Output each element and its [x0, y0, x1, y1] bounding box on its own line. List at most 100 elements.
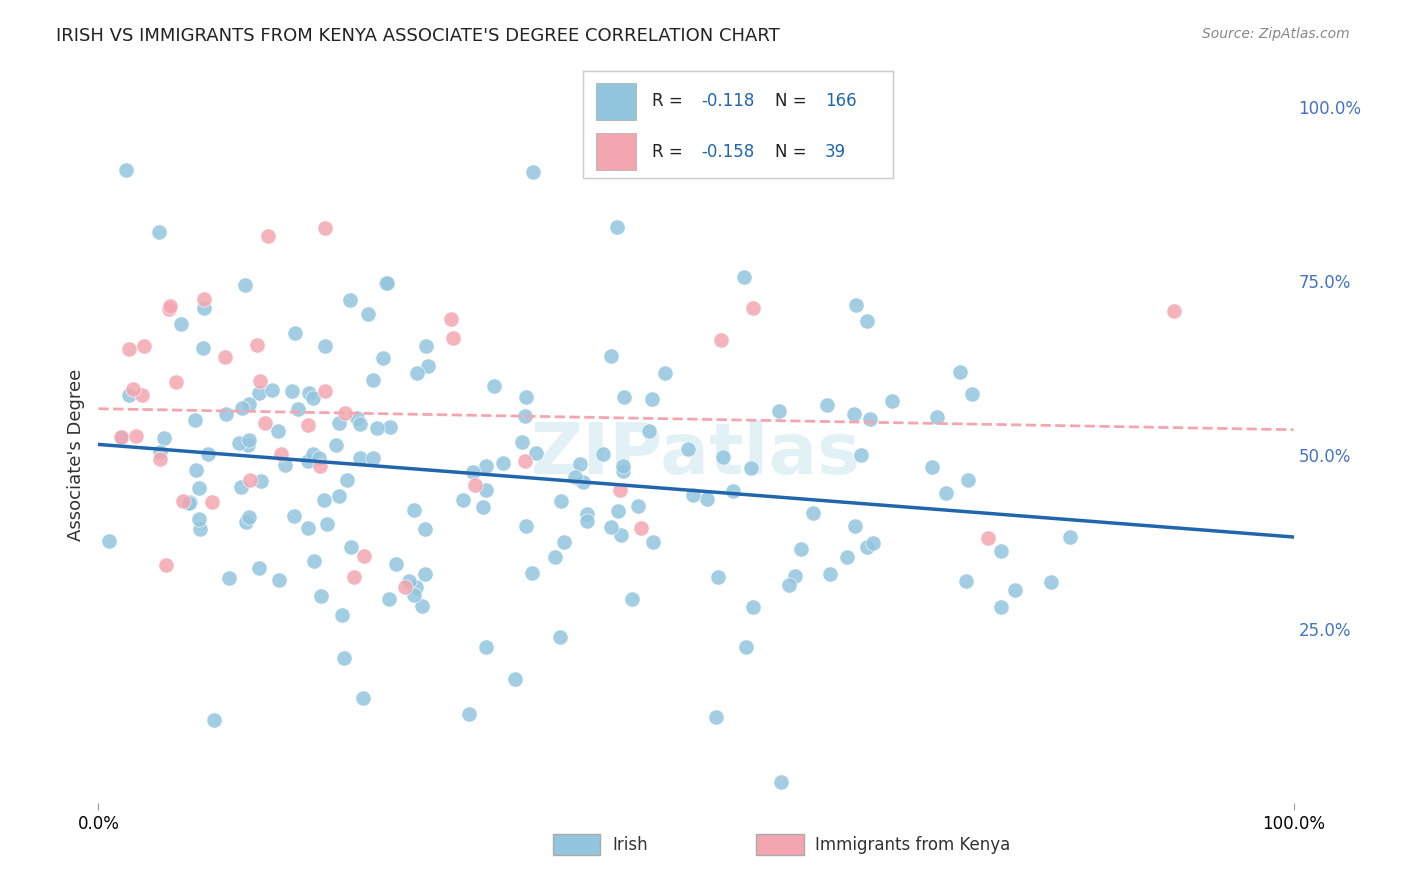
Point	[308, 459, 330, 474]
Point	[620, 591, 643, 606]
Point	[238, 396, 260, 410]
FancyBboxPatch shape	[596, 83, 636, 120]
Point	[328, 416, 350, 430]
Point	[110, 430, 132, 444]
Point	[572, 475, 595, 489]
Point	[955, 574, 977, 588]
Point	[231, 480, 253, 494]
Point	[262, 383, 284, 397]
Point	[270, 447, 292, 461]
Point	[284, 326, 307, 340]
Point	[249, 374, 271, 388]
Point	[346, 410, 368, 425]
FancyBboxPatch shape	[553, 834, 600, 855]
Point	[599, 349, 621, 363]
Point	[564, 470, 586, 484]
Point	[413, 567, 436, 582]
Point	[977, 531, 1000, 545]
Point	[267, 574, 290, 588]
Point	[148, 225, 170, 239]
Point	[165, 375, 187, 389]
Point	[612, 458, 634, 473]
Point	[627, 500, 650, 514]
Point	[236, 438, 259, 452]
Point	[575, 507, 598, 521]
Point	[925, 410, 948, 425]
Point	[440, 311, 463, 326]
Point	[366, 421, 388, 435]
Point	[184, 463, 207, 477]
Point	[406, 366, 429, 380]
Point	[849, 449, 872, 463]
Point	[308, 450, 330, 465]
Point	[503, 672, 526, 686]
Text: N =: N =	[775, 93, 813, 111]
Point	[733, 269, 755, 284]
Point	[214, 350, 236, 364]
Point	[184, 413, 207, 427]
Point	[522, 165, 544, 179]
Text: R =: R =	[651, 143, 688, 161]
Point	[721, 484, 744, 499]
Point	[520, 566, 543, 580]
Point	[475, 458, 498, 473]
Point	[769, 775, 792, 789]
Point	[740, 461, 762, 475]
Point	[117, 388, 139, 402]
Point	[524, 446, 547, 460]
Y-axis label: Associate's Degree: Associate's Degree	[66, 368, 84, 541]
Point	[492, 456, 515, 470]
Point	[159, 299, 181, 313]
Point	[281, 384, 304, 398]
Point	[124, 429, 146, 443]
Point	[553, 534, 575, 549]
FancyBboxPatch shape	[596, 134, 636, 169]
Point	[122, 382, 145, 396]
Point	[704, 710, 727, 724]
Point	[451, 492, 474, 507]
Point	[215, 407, 238, 421]
Point	[297, 417, 319, 432]
Point	[415, 338, 437, 352]
Point	[707, 570, 730, 584]
Text: Irish: Irish	[613, 836, 648, 854]
Point	[801, 506, 824, 520]
Point	[921, 459, 943, 474]
Point	[187, 481, 209, 495]
Point	[378, 591, 401, 606]
Point	[375, 276, 398, 290]
Point	[309, 589, 332, 603]
Point	[297, 454, 319, 468]
Point	[314, 220, 336, 235]
Point	[349, 417, 371, 431]
Point	[550, 494, 572, 508]
Point	[464, 477, 486, 491]
Point	[153, 431, 176, 445]
Text: -0.158: -0.158	[702, 143, 754, 161]
Point	[548, 630, 571, 644]
Point	[191, 341, 214, 355]
Text: 166: 166	[825, 93, 856, 111]
Point	[339, 293, 361, 307]
Point	[544, 549, 567, 564]
Point	[375, 276, 398, 290]
Point	[149, 445, 172, 459]
Point	[394, 580, 416, 594]
Point	[384, 557, 406, 571]
Point	[231, 401, 253, 415]
Point	[325, 438, 347, 452]
Point	[218, 571, 240, 585]
Point	[960, 386, 983, 401]
Point	[239, 473, 262, 487]
Text: IRISH VS IMMIGRANTS FROM KENYA ASSOCIATE'S DEGREE CORRELATION CHART: IRISH VS IMMIGRANTS FROM KENYA ASSOCIATE…	[56, 27, 780, 45]
Point	[741, 600, 763, 615]
Point	[735, 640, 758, 654]
Point	[859, 412, 882, 426]
Point	[333, 651, 356, 665]
Point	[742, 301, 765, 315]
Text: N =: N =	[775, 143, 813, 161]
Point	[461, 465, 484, 479]
Point	[267, 424, 290, 438]
Point	[815, 398, 838, 412]
Point	[880, 393, 903, 408]
